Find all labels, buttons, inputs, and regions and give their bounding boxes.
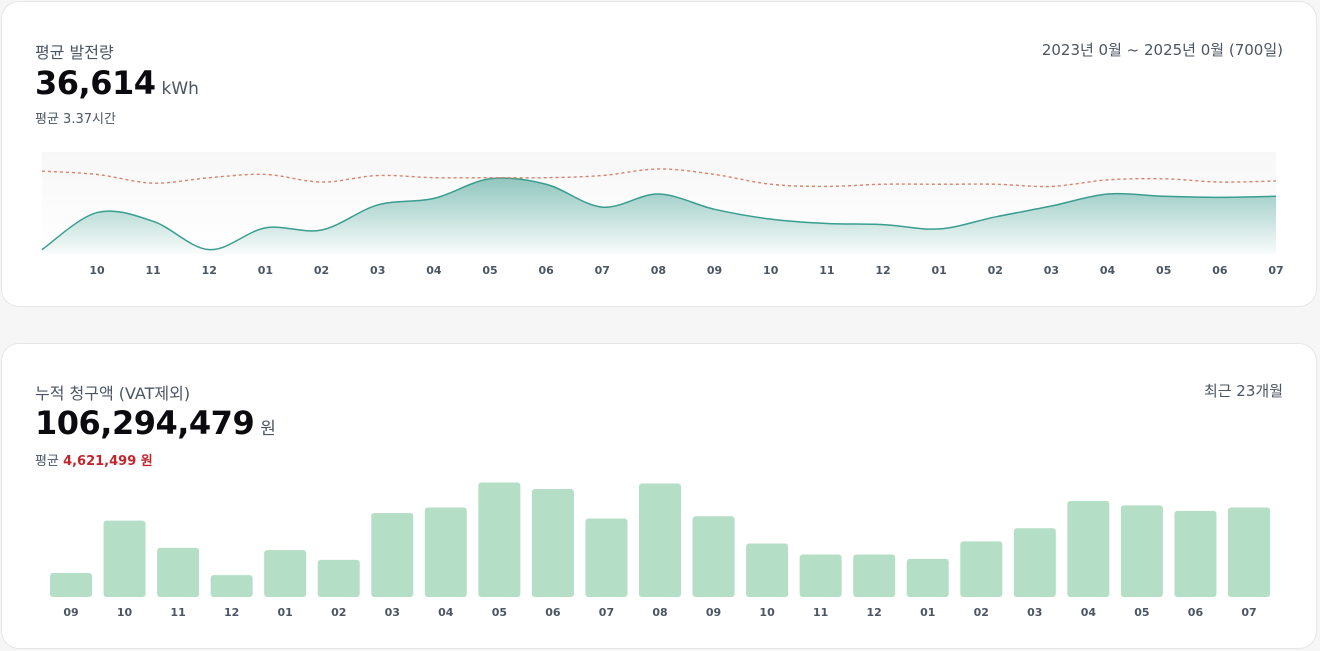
- bar-x-tick-label: 02: [331, 606, 346, 619]
- billing-total: 106,294,479 원: [35, 404, 276, 442]
- area-x-tick-label: 06: [538, 264, 554, 277]
- reference-dashed-line: [41, 168, 1277, 188]
- billing-bar[interactable]: [424, 507, 467, 597]
- billing-bar[interactable]: [1067, 501, 1110, 597]
- bar-x-tick-label: 03: [1027, 606, 1042, 619]
- area-x-tick-label: 11: [145, 264, 160, 277]
- bar-x-tick-label: 11: [813, 606, 828, 619]
- area-x-tick-label: 11: [819, 264, 834, 277]
- billing-bar[interactable]: [50, 573, 92, 597]
- billing-total-unit: 원: [260, 419, 276, 439]
- billing-average-label: 평균: [35, 454, 59, 469]
- bar-x-tick-label: 11: [170, 606, 185, 619]
- bar-x-tick-label: 12: [224, 606, 239, 619]
- billing-bar[interactable]: [1120, 505, 1163, 597]
- billing-bar[interactable]: [585, 518, 628, 597]
- billing-period: 최근 23개월: [1203, 382, 1283, 400]
- billing-total-value: 106,294,479: [35, 404, 255, 442]
- area-x-tick-label: 07: [1268, 264, 1283, 277]
- area-x-tick-label: 04: [1100, 264, 1116, 277]
- generation-total: 36,614 kWh: [35, 64, 199, 102]
- bar-x-tick-label: 07: [599, 606, 614, 619]
- billing-bar[interactable]: [799, 554, 842, 597]
- billing-bar[interactable]: [371, 513, 414, 597]
- area-x-tick-label: 01: [258, 264, 273, 277]
- bar-x-tick-label: 10: [117, 606, 133, 619]
- bar-x-tick-label: 07: [1241, 606, 1256, 619]
- bar-x-tick-label: 04: [438, 606, 454, 619]
- bar-x-tick-label: 05: [1134, 606, 1149, 619]
- generation-area-line: [41, 177, 1277, 251]
- area-x-tick-label: 10: [763, 264, 779, 277]
- bar-x-tick-label: 12: [867, 606, 882, 619]
- area-x-tick-label: 10: [89, 264, 105, 277]
- billing-bar[interactable]: [157, 547, 200, 597]
- billing-average: 평균 4,621,499 원: [35, 450, 153, 469]
- billing-average-value: 4,621,499 원: [63, 454, 153, 469]
- billing-bar[interactable]: [960, 541, 1003, 597]
- area-x-tick-label: 03: [1044, 264, 1059, 277]
- area-x-tick-label: 01: [931, 264, 946, 277]
- generation-title: 평균 발전량: [35, 43, 114, 62]
- bar-x-tick-label: 02: [974, 606, 989, 619]
- area-x-tick-label: 12: [202, 264, 217, 277]
- billing-bar[interactable]: [692, 516, 735, 597]
- area-x-tick-label: 02: [988, 264, 1003, 277]
- area-x-tick-label: 08: [651, 264, 666, 277]
- billing-bar[interactable]: [1228, 507, 1270, 597]
- billing-bar[interactable]: [906, 558, 949, 597]
- billing-bar-chart: 09 10 11 12 01 02 03 04 05 06 07 08 09 10 11 12 01 02 03 04…: [50, 482, 1270, 619]
- area-x-tick-label: 02: [314, 264, 329, 277]
- billing-bar[interactable]: [103, 520, 146, 597]
- area-x-tick-label: 09: [707, 264, 722, 277]
- billing-bar[interactable]: [531, 489, 574, 597]
- generation-card: 평균 발전량 2023년 0월 ~ 2025년 0월 (700일) 36,614…: [1, 1, 1317, 307]
- generation-area-fill: [42, 177, 1276, 254]
- billing-bar[interactable]: [639, 483, 681, 597]
- area-x-tick-label: 04: [426, 264, 442, 277]
- billing-bar[interactable]: [264, 550, 307, 597]
- area-x-tick-label: 07: [595, 264, 610, 277]
- area-x-tick-label: 05: [1156, 264, 1171, 277]
- area-x-tick-label: 12: [875, 264, 890, 277]
- billing-bar[interactable]: [317, 559, 360, 597]
- billing-bar[interactable]: [853, 554, 896, 597]
- bar-x-tick-label: 10: [759, 606, 775, 619]
- billing-card: 누적 청구액 (VAT제외) 최근 23개월 106,294,479 원 평균 4…: [1, 343, 1317, 649]
- generation-total-unit: kWh: [161, 79, 199, 99]
- billing-bar[interactable]: [746, 543, 789, 597]
- bar-x-tick-label: 09: [706, 606, 721, 619]
- billing-bar[interactable]: [1174, 510, 1217, 597]
- bar-x-tick-label: 09: [63, 606, 78, 619]
- billing-title: 누적 청구액 (VAT제외): [35, 384, 191, 403]
- bar-x-tick-label: 06: [545, 606, 561, 619]
- generation-average: 평균 3.37시간: [35, 112, 116, 127]
- bar-x-tick-label: 01: [278, 606, 293, 619]
- generation-date-range: 2023년 0월 ~ 2025년 0월 (700일): [1041, 41, 1283, 59]
- billing-bar[interactable]: [210, 575, 253, 597]
- area-x-tick-label: 05: [482, 264, 497, 277]
- generation-area-chart: 10 11 12 01 02 03 04 05 06 07 08 09 10 11 12 01 02 03 04 05…: [41, 152, 1284, 277]
- bar-x-tick-label: 03: [385, 606, 400, 619]
- bar-x-tick-label: 08: [652, 606, 667, 619]
- bar-x-tick-label: 04: [1081, 606, 1097, 619]
- area-x-tick-label: 06: [1212, 264, 1228, 277]
- billing-bar[interactable]: [478, 482, 521, 597]
- bar-x-tick-label: 06: [1188, 606, 1204, 619]
- generation-total-value: 36,614: [35, 64, 156, 102]
- area-x-tick-label: 03: [370, 264, 385, 277]
- billing-bar[interactable]: [1013, 528, 1056, 597]
- bar-x-tick-label: 05: [492, 606, 507, 619]
- bar-x-tick-label: 01: [920, 606, 935, 619]
